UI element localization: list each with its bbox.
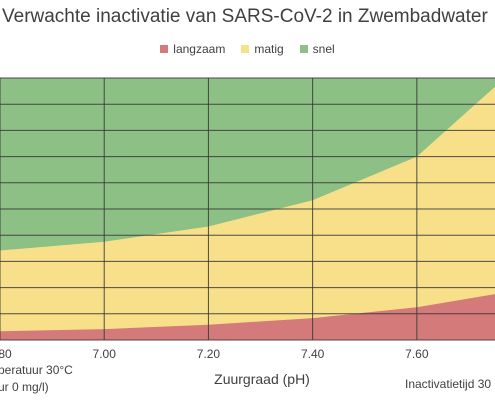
note-inactivation-time: Inactivatietijd 30: [405, 377, 492, 391]
legend: langzaam matig snel: [0, 42, 495, 56]
x-tick-label: 7.40: [301, 347, 325, 361]
chart-title: Verwachte inactivatie van SARS-CoV-2 in …: [2, 6, 488, 27]
x-tick-label: 7.60: [405, 347, 429, 361]
legend-item-matig: matig: [241, 42, 284, 56]
legend-swatch-snel: [299, 45, 308, 53]
legend-swatch-matig: [241, 45, 250, 53]
legend-item-snel: snel: [299, 42, 335, 56]
legend-label-langzaam: langzaam: [173, 42, 226, 56]
area-matig: [0, 86, 495, 340]
area-langzaam: [0, 294, 495, 340]
legend-swatch-langzaam: [160, 45, 169, 53]
legend-item-langzaam: langzaam: [160, 42, 225, 56]
x-tick-label: 7.00: [93, 347, 117, 361]
x-axis-title: Zuurgraad (pH): [214, 371, 310, 387]
legend-label-snel: snel: [312, 42, 335, 56]
x-tick-label: 6.80: [0, 347, 12, 361]
note-chlorine: ur 0 mg/l): [0, 380, 49, 394]
note-temperature: peratuur 30°C: [0, 363, 73, 377]
legend-label-matig: matig: [254, 42, 284, 56]
x-tick-label: 7.20: [197, 347, 221, 361]
